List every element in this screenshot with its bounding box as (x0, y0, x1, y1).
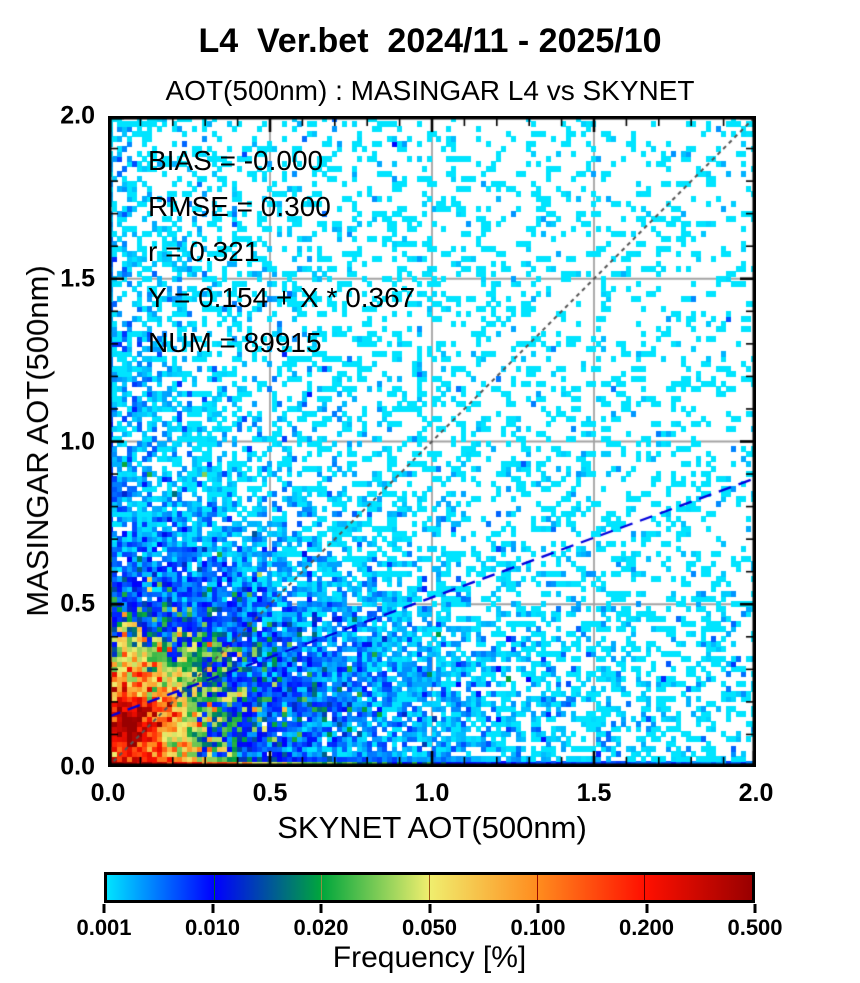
x-tick-label: 0.5 (252, 779, 288, 807)
colorbar-segment (644, 875, 753, 900)
colorbar-tick-label: 0.100 (510, 915, 566, 940)
y-tick-label: 1.5 (60, 264, 95, 293)
stat-line: BIAS = -0.000 (148, 145, 324, 176)
colorbar-segment (536, 875, 645, 900)
colorbar-tick (211, 904, 214, 913)
colorbar-tick-label: 0.001 (76, 915, 132, 940)
stat-line: Y = 0.154 + X * 0.367 (148, 281, 416, 313)
y-tick-label: 2.0 (60, 101, 95, 130)
colorbar-tick-label: 0.200 (618, 915, 675, 940)
stat-line: RMSE = 0.300 (148, 190, 331, 222)
plot-area: BIAS = -0.000 RMSE = 0.300 r = 0.321 Y = 0.… (108, 116, 756, 767)
x-axis-label: SKYNET AOT(500nm) (277, 810, 587, 845)
x-tick-label: 0.0 (90, 779, 126, 807)
colorbar-segment (213, 875, 322, 900)
colorbar (104, 872, 755, 903)
colorbar-tick (319, 904, 323, 913)
stats-block: BIAS = -0.000 RMSE = 0.300 r = 0.321 Y = 0.… (148, 138, 415, 366)
chart-title: L4 Ver.bet 2024/11 - 2025/10 (198, 22, 662, 60)
colorbar-tick-label: 0.050 (401, 915, 458, 940)
stat-line: r = 0.321 (148, 236, 260, 267)
colorbar-tick-label: 0.020 (293, 915, 349, 940)
colorbar-segment (321, 875, 430, 900)
y-tick-label: 1.0 (60, 427, 95, 455)
y-axis-label: MASINGAR AOT(500nm) (20, 265, 55, 617)
x-tick-label: 2.0 (738, 779, 774, 807)
colorbar-tick-label: 0.500 (727, 915, 783, 940)
x-tick-label: 1.0 (414, 779, 450, 807)
density-canvas (108, 116, 756, 767)
colorbar-tick (645, 904, 648, 913)
x-tick-label: 1.5 (576, 779, 612, 807)
colorbar-tick (753, 904, 757, 913)
colorbar-tick (536, 904, 540, 913)
colorbar-tick (102, 904, 106, 913)
colorbar-tick (428, 904, 431, 913)
chart-subtitle: AOT(500nm) : MASINGAR L4 vs SKYNET (165, 75, 695, 106)
y-tick-label: 0.5 (60, 589, 95, 618)
colorbar-segment (107, 875, 214, 900)
stat-line: NUM = 89915 (148, 327, 322, 358)
colorbar-title: Frequency [%] (332, 941, 527, 974)
colorbar-segment (429, 875, 537, 900)
y-tick-label: 0.0 (60, 752, 95, 781)
colorbar-tick-label: 0.010 (184, 915, 241, 940)
